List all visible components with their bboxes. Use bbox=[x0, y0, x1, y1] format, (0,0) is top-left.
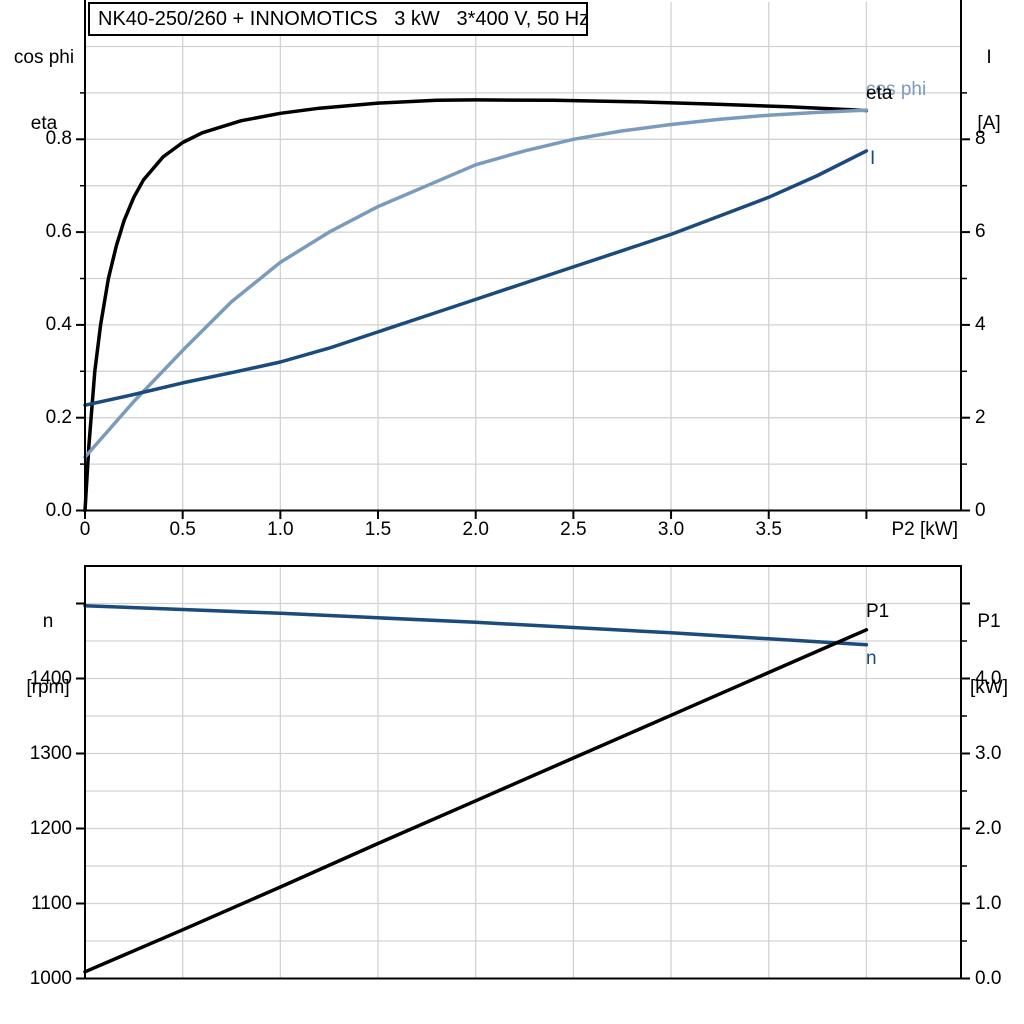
curve-cos-phi bbox=[83, 98, 869, 513]
chart-title-box: NK40-250/260 + INNOMOTICS 3 kW 3*400 V, … bbox=[88, 2, 590, 36]
chart-title: NK40-250/260 + INNOMOTICS 3 kW 3*400 V, … bbox=[98, 7, 590, 30]
curve-eta bbox=[83, 108, 869, 459]
curve-n bbox=[83, 604, 869, 647]
curve-p1 bbox=[83, 628, 869, 974]
curve-i bbox=[83, 149, 869, 407]
